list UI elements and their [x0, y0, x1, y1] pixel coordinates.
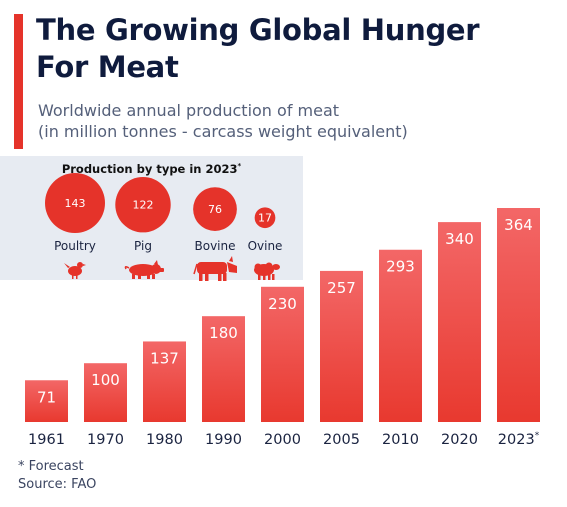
type-label: Bovine: [195, 239, 236, 253]
x-tick-label: 1980: [146, 432, 183, 448]
footnote: * Forecast Source: FAO: [18, 458, 96, 494]
bar-value-label: 100: [91, 371, 120, 389]
bars: 71 1961 100 1970 137 1980 180 1990 230 2000 257 200…: [25, 208, 540, 448]
bar-value-label: 293: [386, 258, 415, 276]
chart-subtitle-line-2: (in million tonnes - carcass weight equi…: [38, 122, 408, 141]
sheep-icon: [254, 262, 280, 280]
bar-2023: [497, 208, 540, 422]
type-label: Poultry: [54, 239, 96, 253]
bubble-value-label: 76: [208, 203, 222, 216]
x-tick-label: 2005: [323, 432, 360, 448]
x-tick-label: 2023*: [498, 431, 540, 448]
cow-icon: [193, 256, 237, 281]
bubble-poultry: [45, 173, 105, 233]
x-tick-label: 2000: [264, 432, 301, 448]
bar-1980: [143, 341, 186, 422]
x-tick-label: 2020: [441, 432, 478, 448]
bar-2010: [379, 249, 422, 422]
bar-2005: [320, 270, 363, 422]
chart-subtitle: Worldwide annual production of meat (in …: [38, 100, 558, 142]
bubble-pig: [115, 177, 171, 233]
bar-2000: [261, 286, 304, 422]
x-tick-label: 1970: [87, 432, 124, 448]
source-note: Source: FAO: [18, 477, 97, 492]
chart-title-line-1: The Growing Global Hunger: [36, 13, 480, 47]
bar-1961: [25, 380, 68, 422]
type-label: Ovine: [248, 239, 283, 253]
bubble-value-label: 122: [133, 199, 154, 212]
bar-value-label: 71: [37, 388, 56, 406]
bubble-bovine: [193, 187, 237, 231]
bubble-value-label: 143: [65, 197, 86, 210]
bar-value-label: 364: [504, 216, 533, 234]
forecast-mark: *: [535, 431, 540, 441]
production-by-type-title-text: Production by type in 2023: [61, 162, 238, 176]
bar-1990: [202, 316, 245, 422]
chicken-icon: [64, 262, 86, 279]
forecast-note: * Forecast: [18, 459, 84, 474]
bubble-ovine: [254, 207, 276, 229]
type-label: Pig: [134, 239, 152, 253]
type-bubbles: 143 Poultry 122 Pig 76 Bovine 17 Ovine: [45, 173, 282, 281]
pig-icon: [124, 260, 164, 279]
bar-2020: [438, 222, 481, 422]
bar-1970: [84, 363, 127, 422]
production-by-type-title: Production by type in 2023*: [0, 162, 303, 176]
bubble-value-label: 17: [258, 212, 272, 225]
bar-value-label: 340: [445, 230, 474, 248]
bar-value-label: 257: [327, 279, 356, 297]
chart-subtitle-line-1: Worldwide annual production of meat: [38, 101, 340, 120]
chart-title-line-2: For Meat: [36, 50, 179, 84]
title-accent-bar: [14, 14, 23, 149]
bar-value-label: 230: [268, 295, 297, 313]
x-tick-label: 1961: [28, 432, 65, 448]
chart-title: The Growing Global Hunger For Meat: [36, 12, 556, 86]
bar-value-label: 180: [209, 324, 238, 342]
x-tick-label: 1990: [205, 432, 242, 448]
bar-value-label: 137: [150, 349, 179, 367]
forecast-mark: *: [237, 162, 242, 171]
x-tick-label: 2010: [382, 432, 419, 448]
